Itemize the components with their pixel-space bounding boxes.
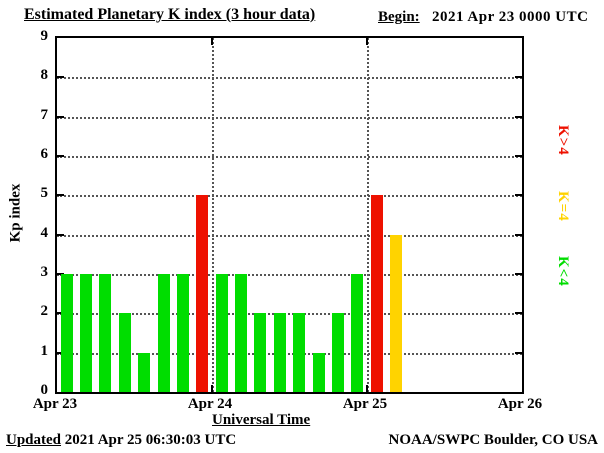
y-tick-label: 3 [40,264,49,280]
kp-bar [80,274,93,392]
legend-item: K<4 [555,255,571,287]
chart-title: Estimated Planetary K index (3 hour data… [24,6,316,23]
kp-bar [351,274,364,392]
kp-bar [118,313,131,392]
kp-bar [390,234,403,392]
y-tick-label: 2 [40,303,49,320]
y-tick-label: 5 [40,185,49,202]
y-tick-mark [57,115,64,118]
y-tick-mark [57,233,64,236]
kp-bar [293,313,306,392]
kp-bar [176,274,189,392]
x-tick-label: Apr 23 [32,396,78,412]
x-tick-mark [366,38,368,45]
y-tick-mark [515,194,522,197]
legend-item: K=4 [555,190,571,222]
x-tick-label: Apr 25 [342,396,388,412]
kp-bar [196,195,209,392]
gridline-vertical [212,38,214,392]
plot-area [55,36,524,394]
y-tick-label: 0 [40,382,49,398]
y-tick-mark [57,76,64,79]
gridline-horizontal [57,352,522,355]
x-tick-label: Apr 24 [187,396,233,412]
y-tick-label: 4 [40,224,49,241]
x-tick-mark [366,385,368,392]
y-tick-mark [515,115,522,118]
y-tick-mark [515,155,522,157]
x-tick-label: Apr 26 [497,396,543,412]
kp-bar [273,313,286,392]
x-axis-title: Universal Time [212,412,311,428]
gridline-horizontal [57,313,522,316]
y-tick-mark [57,155,64,157]
kp-bar [331,313,344,392]
y-tick-mark [515,312,522,315]
gridline-horizontal [57,234,522,237]
gridline-horizontal [57,156,522,158]
gridline-horizontal [57,274,522,276]
kp-bar [138,352,151,392]
updated-timestamp: Updated 2021 Apr 25 06:30:03 UTC [6,432,236,449]
y-tick-label: 9 [40,28,49,44]
y-tick-mark [515,76,522,79]
kp-bar [157,274,170,392]
y-tick-mark [515,351,522,354]
kp-bar [312,352,325,392]
kp-bar [235,274,248,392]
y-axis-title: Kp index [7,183,24,243]
begin-label: Begin: [378,9,420,25]
kp-bar [60,274,73,392]
y-tick-mark [57,194,64,197]
gridline-horizontal [57,195,522,198]
kp-bar [99,274,112,392]
gridline-vertical [367,38,369,392]
legend-item: K>4 [555,124,571,156]
y-tick-label: 1 [40,342,49,359]
begin-start-time: 2021 Apr 23 0000 UTC [432,9,589,25]
credit-text: NOAA/SWPC Boulder, CO USA [388,432,598,448]
x-tick-mark [211,385,213,392]
y-tick-label: 8 [40,67,49,84]
x-tick-mark [211,38,213,45]
y-tick-mark [57,312,64,315]
kp-bar [254,313,267,392]
y-tick-label: 6 [40,146,49,162]
y-tick-mark [515,273,522,275]
gridline-horizontal [57,77,522,80]
y-tick-mark [57,273,64,275]
y-tick-mark [515,233,522,236]
kp-bar [215,274,228,392]
updated-label: Updated [6,432,62,448]
updated-value: 2021 Apr 25 06:30:03 UTC [64,432,237,448]
gridline-horizontal [57,116,522,119]
kp-bar [370,195,383,392]
y-tick-label: 7 [40,106,49,123]
y-tick-mark [57,351,64,354]
